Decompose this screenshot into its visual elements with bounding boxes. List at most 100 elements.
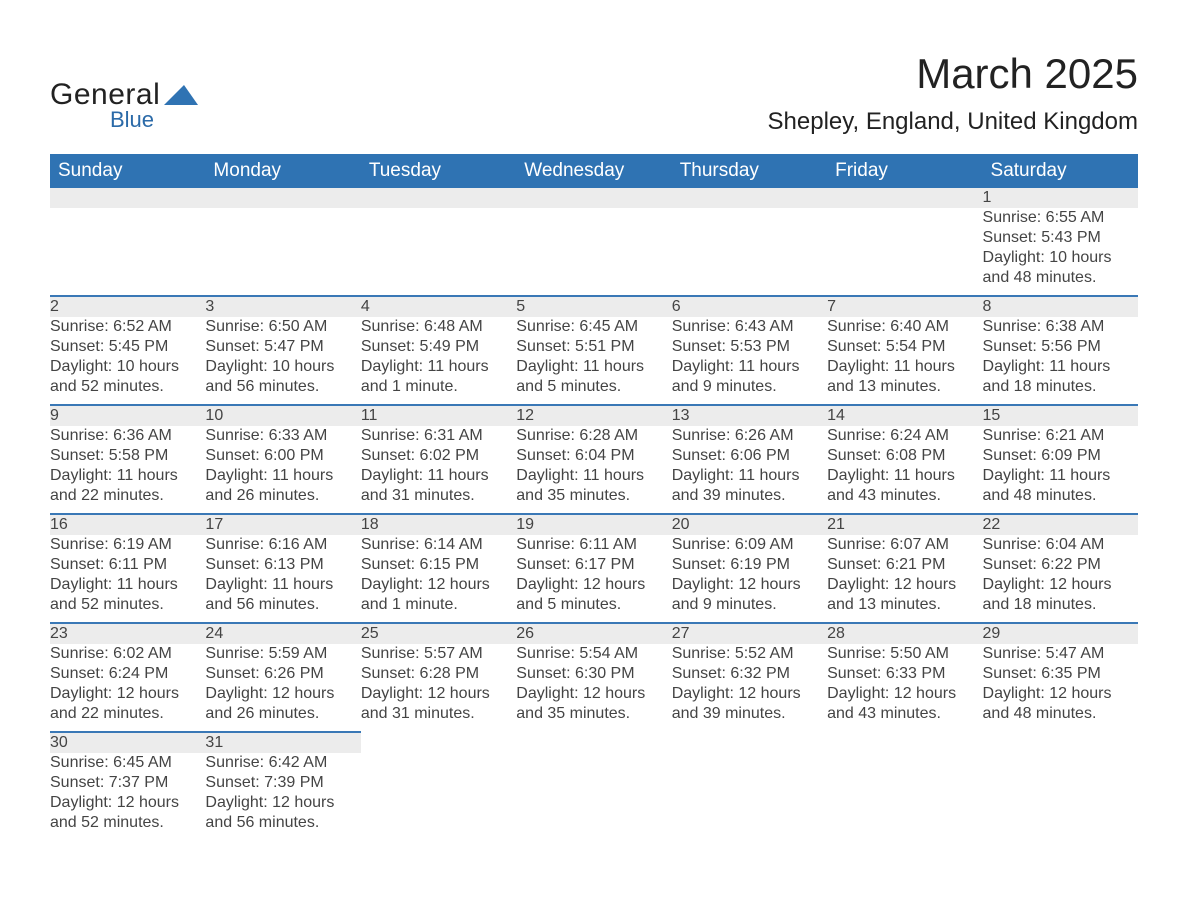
sunrise-text: Sunrise: 6:19 AM [50, 535, 205, 555]
daylight-text-1: Daylight: 11 hours [672, 466, 827, 486]
sunrise-text: Sunrise: 6:14 AM [361, 535, 516, 555]
sunset-text: Sunset: 5:58 PM [50, 446, 205, 466]
day-number-cell: 30 [50, 732, 205, 753]
daylight-text-1: Daylight: 10 hours [205, 357, 360, 377]
sunrise-text: Sunrise: 5:59 AM [205, 644, 360, 664]
day-number-cell: 2 [50, 296, 205, 317]
sunrise-text: Sunrise: 6:24 AM [827, 426, 982, 446]
day-details-cell [205, 208, 360, 296]
daylight-text-2: and 35 minutes. [516, 486, 671, 506]
calendar-body: 1Sunrise: 6:55 AMSunset: 5:43 PMDaylight… [50, 188, 1138, 841]
daylight-text-2: and 39 minutes. [672, 486, 827, 506]
day-details-cell: Sunrise: 6:19 AMSunset: 6:11 PMDaylight:… [50, 535, 205, 623]
day-number-cell: 16 [50, 514, 205, 535]
sunrise-text: Sunrise: 6:11 AM [516, 535, 671, 555]
day-number-cell: 10 [205, 405, 360, 426]
week-daynum-row: 16171819202122 [50, 514, 1138, 535]
daylight-text-1: Daylight: 12 hours [205, 793, 360, 813]
sunset-text: Sunset: 7:37 PM [50, 773, 205, 793]
sunrise-text: Sunrise: 6:52 AM [50, 317, 205, 337]
day-number-cell: 29 [983, 623, 1138, 644]
sunset-text: Sunset: 6:19 PM [672, 555, 827, 575]
daylight-text-1: Daylight: 12 hours [50, 793, 205, 813]
sunset-text: Sunset: 6:30 PM [516, 664, 671, 684]
sunrise-text: Sunrise: 6:42 AM [205, 753, 360, 773]
daylight-text-2: and 48 minutes. [983, 486, 1138, 506]
sunset-text: Sunset: 6:33 PM [827, 664, 982, 684]
daylight-text-1: Daylight: 10 hours [50, 357, 205, 377]
day-details-cell: Sunrise: 6:43 AMSunset: 5:53 PMDaylight:… [672, 317, 827, 405]
day-details-cell: Sunrise: 5:52 AMSunset: 6:32 PMDaylight:… [672, 644, 827, 732]
sunrise-text: Sunrise: 6:33 AM [205, 426, 360, 446]
sunset-text: Sunset: 6:13 PM [205, 555, 360, 575]
day-details-cell: Sunrise: 6:07 AMSunset: 6:21 PMDaylight:… [827, 535, 982, 623]
week-daynum-row: 2345678 [50, 296, 1138, 317]
day-details-cell [672, 208, 827, 296]
daylight-text-2: and 22 minutes. [50, 704, 205, 724]
col-sunday: Sunday [50, 154, 205, 188]
daylight-text-1: Daylight: 11 hours [983, 357, 1138, 377]
sunrise-text: Sunrise: 5:47 AM [983, 644, 1138, 664]
daylight-text-2: and 31 minutes. [361, 704, 516, 724]
day-number-cell [516, 732, 671, 753]
daylight-text-1: Daylight: 12 hours [361, 575, 516, 595]
day-details-cell: Sunrise: 6:04 AMSunset: 6:22 PMDaylight:… [983, 535, 1138, 623]
day-details-cell: Sunrise: 6:40 AMSunset: 5:54 PMDaylight:… [827, 317, 982, 405]
sunset-text: Sunset: 5:53 PM [672, 337, 827, 357]
day-details-cell: Sunrise: 6:11 AMSunset: 6:17 PMDaylight:… [516, 535, 671, 623]
day-header-row: Sunday Monday Tuesday Wednesday Thursday… [50, 154, 1138, 188]
day-details-cell: Sunrise: 6:45 AMSunset: 7:37 PMDaylight:… [50, 753, 205, 841]
daylight-text-1: Daylight: 12 hours [516, 575, 671, 595]
sunrise-text: Sunrise: 6:26 AM [672, 426, 827, 446]
daylight-text-1: Daylight: 11 hours [205, 575, 360, 595]
daylight-text-2: and 52 minutes. [50, 377, 205, 397]
daylight-text-2: and 43 minutes. [827, 704, 982, 724]
week-daynum-row: 23242526272829 [50, 623, 1138, 644]
day-details-cell: Sunrise: 5:47 AMSunset: 6:35 PMDaylight:… [983, 644, 1138, 732]
sunrise-text: Sunrise: 6:07 AM [827, 535, 982, 555]
sunset-text: Sunset: 6:28 PM [361, 664, 516, 684]
daylight-text-2: and 18 minutes. [983, 595, 1138, 615]
sunset-text: Sunset: 7:39 PM [205, 773, 360, 793]
daylight-text-1: Daylight: 12 hours [672, 684, 827, 704]
day-number-cell: 5 [516, 296, 671, 317]
sunrise-text: Sunrise: 6:04 AM [983, 535, 1138, 555]
day-details-cell: Sunrise: 6:02 AMSunset: 6:24 PMDaylight:… [50, 644, 205, 732]
sunrise-text: Sunrise: 6:16 AM [205, 535, 360, 555]
daylight-text-2: and 48 minutes. [983, 704, 1138, 724]
calendar-table: Sunday Monday Tuesday Wednesday Thursday… [50, 154, 1138, 841]
header-row: General Blue March 2025 Shepley, England… [50, 50, 1138, 136]
sunrise-text: Sunrise: 5:57 AM [361, 644, 516, 664]
day-number-cell: 9 [50, 405, 205, 426]
day-number-cell: 31 [205, 732, 360, 753]
day-number-cell: 25 [361, 623, 516, 644]
day-details-cell: Sunrise: 6:21 AMSunset: 6:09 PMDaylight:… [983, 426, 1138, 514]
day-number-cell: 24 [205, 623, 360, 644]
week-details-row: Sunrise: 6:36 AMSunset: 5:58 PMDaylight:… [50, 426, 1138, 514]
day-details-cell: Sunrise: 6:14 AMSunset: 6:15 PMDaylight:… [361, 535, 516, 623]
daylight-text-2: and 22 minutes. [50, 486, 205, 506]
sunset-text: Sunset: 6:04 PM [516, 446, 671, 466]
daylight-text-1: Daylight: 12 hours [827, 684, 982, 704]
sunrise-text: Sunrise: 6:45 AM [50, 753, 205, 773]
sunrise-text: Sunrise: 6:02 AM [50, 644, 205, 664]
sunset-text: Sunset: 6:08 PM [827, 446, 982, 466]
daylight-text-1: Daylight: 11 hours [827, 357, 982, 377]
daylight-text-1: Daylight: 11 hours [50, 466, 205, 486]
day-details-cell: Sunrise: 6:48 AMSunset: 5:49 PMDaylight:… [361, 317, 516, 405]
sunrise-text: Sunrise: 5:52 AM [672, 644, 827, 664]
day-number-cell [827, 732, 982, 753]
day-details-cell: Sunrise: 5:54 AMSunset: 6:30 PMDaylight:… [516, 644, 671, 732]
sunrise-text: Sunrise: 6:55 AM [983, 208, 1138, 228]
day-details-cell: Sunrise: 6:24 AMSunset: 6:08 PMDaylight:… [827, 426, 982, 514]
daylight-text-1: Daylight: 11 hours [827, 466, 982, 486]
day-details-cell: Sunrise: 6:38 AMSunset: 5:56 PMDaylight:… [983, 317, 1138, 405]
day-details-cell: Sunrise: 6:28 AMSunset: 6:04 PMDaylight:… [516, 426, 671, 514]
sunrise-text: Sunrise: 6:21 AM [983, 426, 1138, 446]
week-details-row: Sunrise: 6:52 AMSunset: 5:45 PMDaylight:… [50, 317, 1138, 405]
brand-triangle-icon [164, 79, 198, 113]
day-details-cell: Sunrise: 6:50 AMSunset: 5:47 PMDaylight:… [205, 317, 360, 405]
day-number-cell: 17 [205, 514, 360, 535]
daylight-text-2: and 1 minute. [361, 377, 516, 397]
daylight-text-2: and 52 minutes. [50, 595, 205, 615]
